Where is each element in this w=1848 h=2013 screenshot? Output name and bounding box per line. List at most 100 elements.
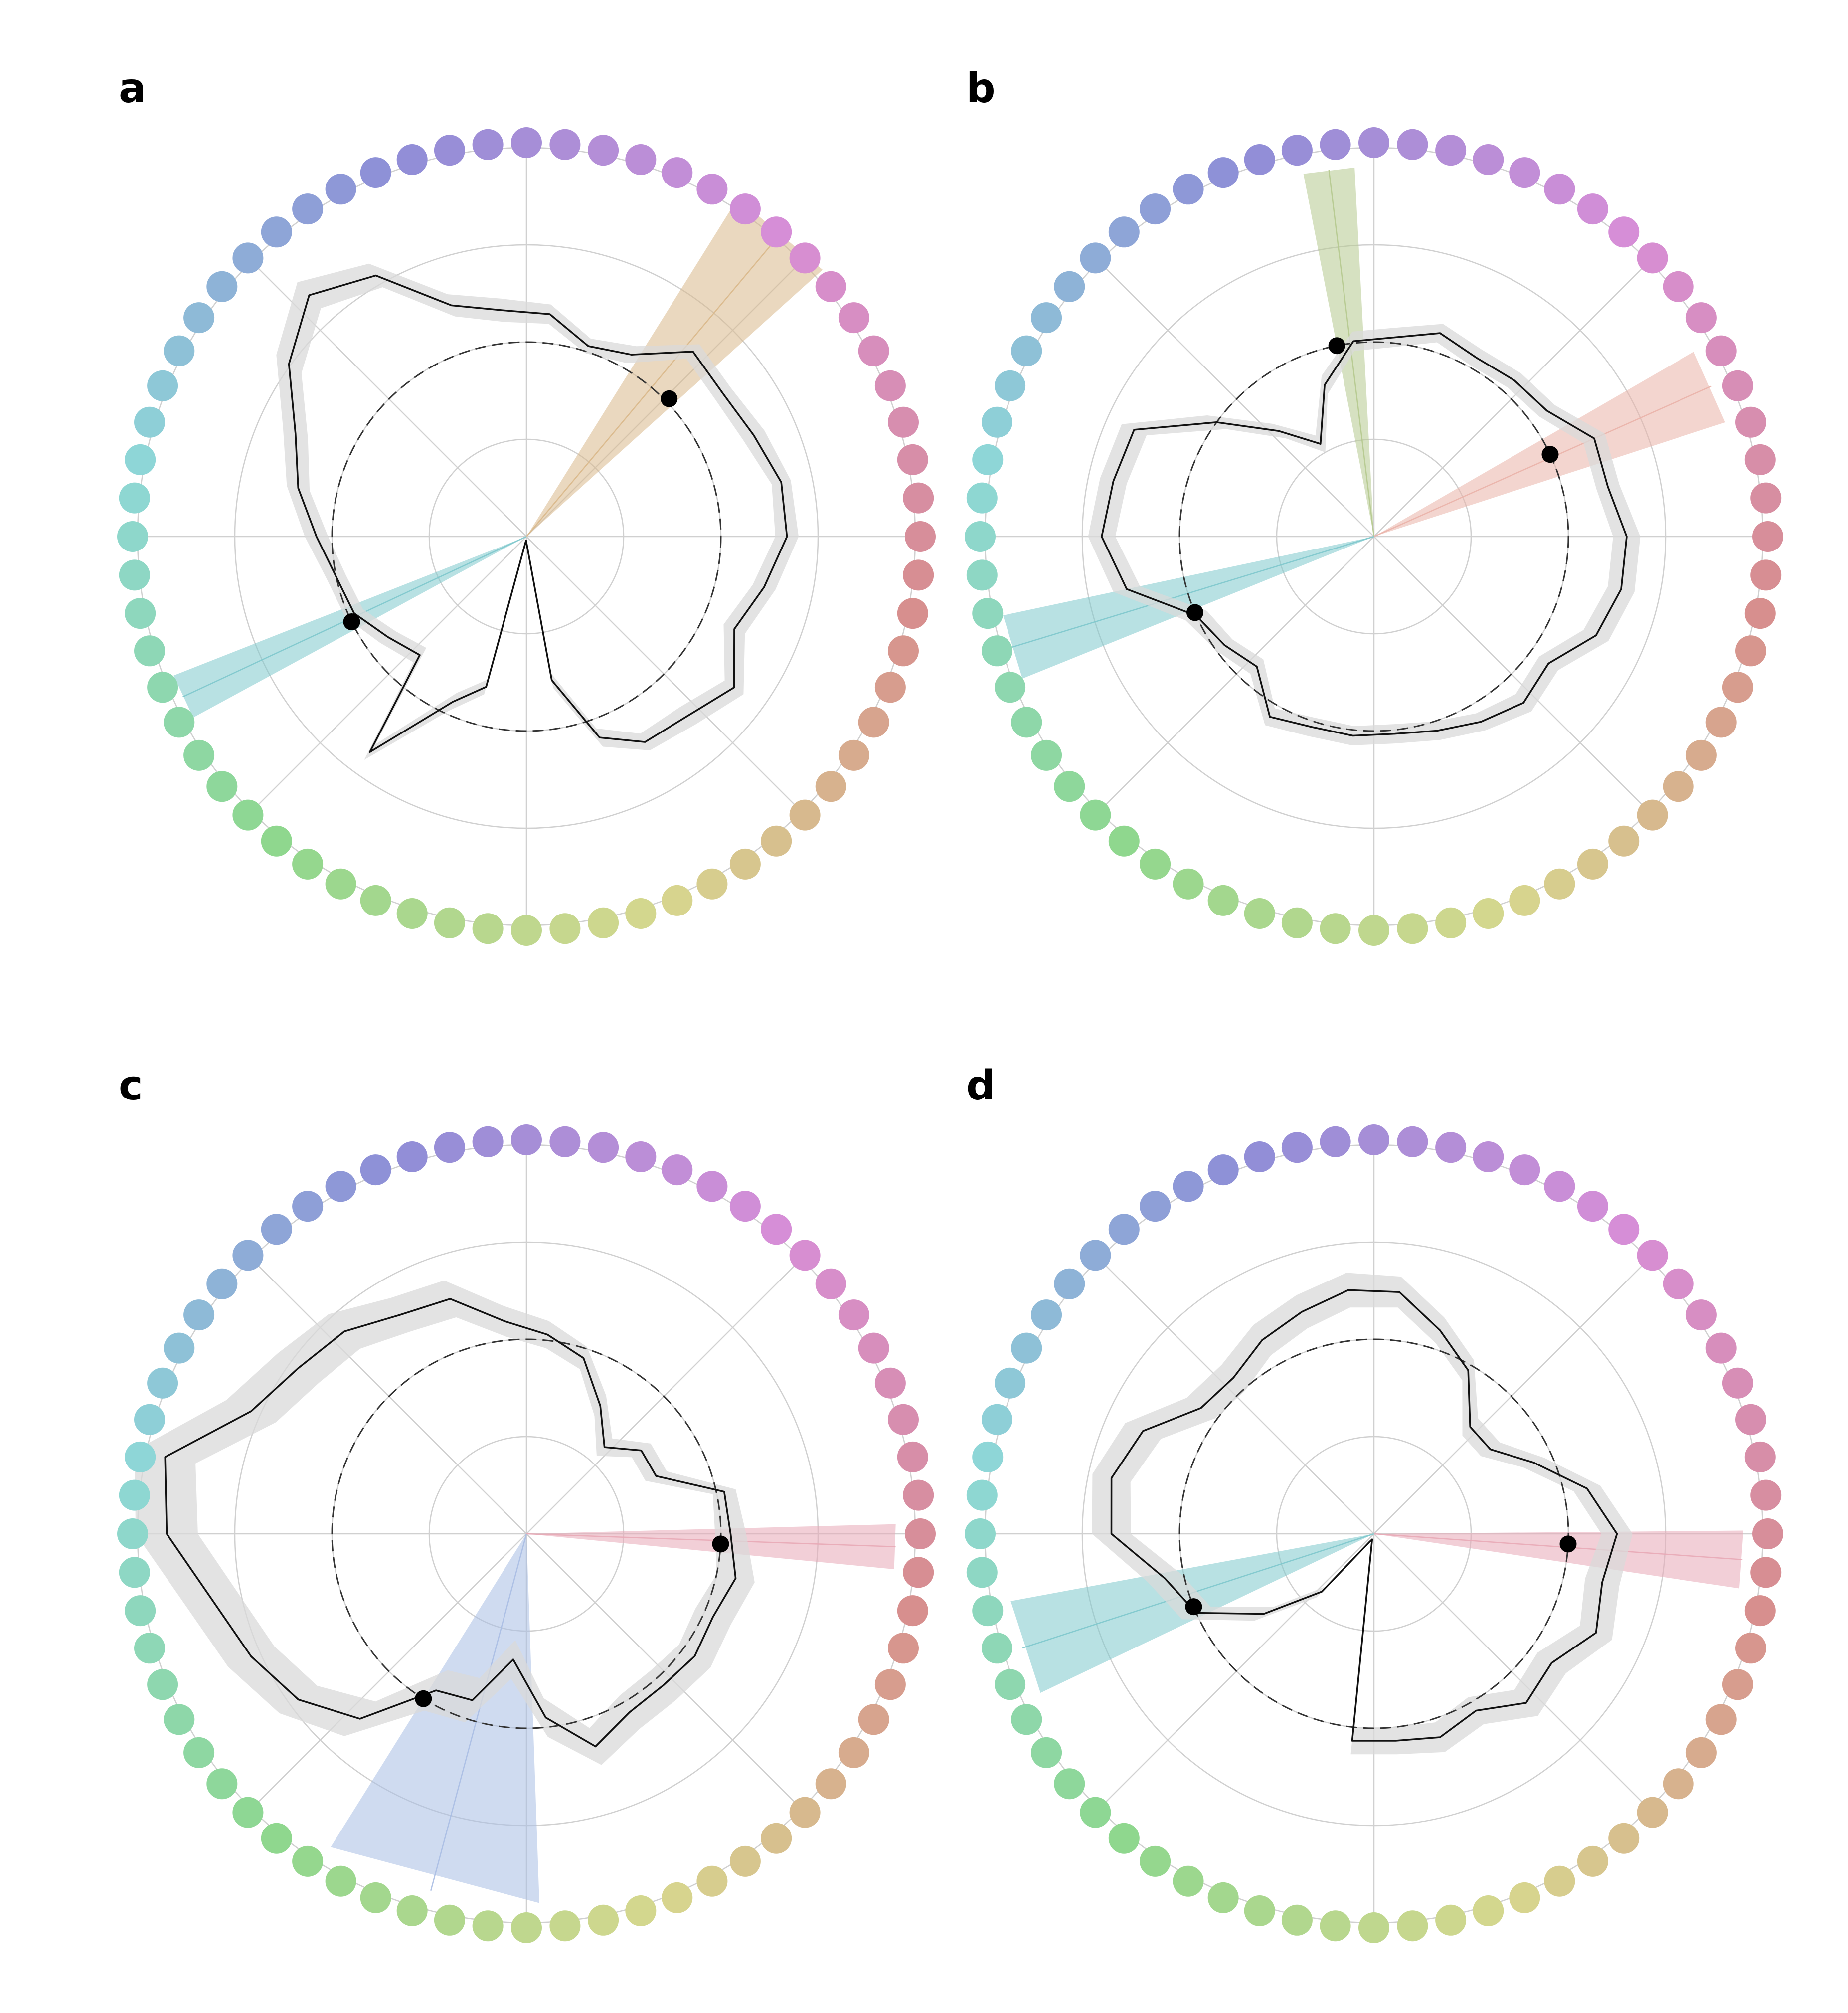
color-dot	[1544, 868, 1575, 900]
panel-label-d: d	[966, 1062, 996, 1109]
color-dot	[1685, 739, 1717, 771]
color-dot	[1108, 825, 1140, 857]
reference-circle	[1178, 341, 1569, 732]
color-dot	[662, 1154, 693, 1186]
grid-circle	[1081, 244, 1667, 829]
color-dot	[1663, 771, 1694, 802]
color-dot	[905, 521, 936, 552]
wedge-centerline	[526, 230, 783, 537]
color-dot	[761, 1823, 792, 1854]
color-dot	[511, 127, 542, 158]
color-dot	[261, 216, 292, 248]
color-dot	[1244, 1141, 1275, 1172]
color-dot	[1281, 1132, 1313, 1163]
color-dot	[1031, 1299, 1062, 1331]
color-dot	[1397, 129, 1428, 160]
color-dot	[1705, 707, 1737, 738]
color-dot	[966, 559, 998, 591]
color-dot	[588, 1904, 619, 1936]
color-dot	[696, 174, 728, 205]
color-dot	[1244, 898, 1275, 929]
color-dot	[1108, 216, 1140, 248]
color-dot	[1705, 1332, 1737, 1364]
color-dot	[1108, 1214, 1140, 1245]
color-dot	[325, 868, 356, 900]
highlight-wedge	[1374, 1530, 1743, 1589]
color-dot	[982, 406, 1012, 438]
color-dot	[125, 444, 156, 475]
color-dot	[858, 1704, 889, 1735]
color-dot	[625, 1141, 657, 1172]
highlight-wedge	[331, 1534, 539, 1903]
color-dot	[897, 444, 928, 475]
color-dot	[1473, 1141, 1504, 1172]
color-dot	[815, 271, 846, 302]
panel-c: c	[117, 1062, 936, 1943]
color-dot	[1140, 1845, 1171, 1877]
color-dot	[125, 598, 156, 629]
color-dot	[117, 1518, 148, 1549]
color-dot	[995, 1669, 1026, 1700]
color-dot	[729, 1845, 761, 1877]
color-dot	[815, 771, 846, 802]
color-dot	[903, 1479, 934, 1511]
color-dot	[1685, 302, 1717, 334]
color-dot	[1358, 1912, 1389, 1943]
color-dot	[396, 144, 428, 175]
color-dot	[1685, 1737, 1717, 1768]
color-dot	[1744, 598, 1776, 629]
color-dot	[1722, 1367, 1753, 1399]
color-dot	[789, 242, 821, 274]
color-dot	[1750, 482, 1782, 514]
data-marker	[1186, 604, 1203, 621]
color-dot	[325, 1865, 356, 1897]
color-dot	[1397, 913, 1428, 944]
color-dot	[1140, 848, 1171, 880]
color-dot	[1080, 242, 1111, 274]
color-dot	[1722, 1669, 1753, 1700]
color-dot	[232, 242, 264, 274]
color-dot	[1577, 1845, 1608, 1877]
color-dot	[874, 672, 906, 703]
color-dot	[995, 370, 1026, 401]
wedge-centerline	[1373, 1533, 1743, 1560]
color-dot	[1435, 907, 1467, 938]
color-dot	[1509, 157, 1540, 188]
color-dot	[1735, 635, 1766, 667]
color-dot	[434, 1904, 465, 1936]
color-dot	[789, 799, 821, 831]
color-dot	[897, 1595, 928, 1627]
color-dot	[1281, 135, 1313, 166]
color-dot	[696, 868, 728, 900]
color-dot	[206, 1768, 238, 1800]
color-dot	[874, 1367, 906, 1399]
panel-a: a	[117, 65, 936, 946]
color-dot	[1320, 1126, 1351, 1157]
color-dot	[1473, 144, 1504, 175]
color-dot	[1705, 1704, 1737, 1735]
color-dot	[511, 915, 542, 946]
panel-label-c: c	[119, 1062, 143, 1109]
color-dot	[549, 913, 581, 944]
color-dot	[982, 1633, 1012, 1664]
color-dot	[966, 1479, 998, 1511]
color-dot	[972, 444, 1004, 475]
grid-circle	[1276, 438, 1472, 635]
color-dot	[1320, 913, 1351, 944]
color-dot	[1637, 1797, 1668, 1828]
color-dot	[1054, 1768, 1085, 1800]
color-dot	[1358, 127, 1389, 158]
color-dot	[1207, 1154, 1239, 1186]
color-dot	[1577, 1191, 1608, 1222]
color-dot	[972, 598, 1004, 629]
color-dot	[164, 335, 195, 366]
data-marker	[1541, 446, 1559, 463]
color-dot	[472, 1910, 504, 1942]
color-dot	[147, 370, 178, 401]
color-dot	[549, 129, 581, 160]
color-dot	[117, 521, 148, 552]
color-dot	[888, 1633, 919, 1664]
grid-circle	[234, 244, 819, 829]
color-dot	[761, 1214, 792, 1245]
color-dot	[1735, 1633, 1766, 1664]
